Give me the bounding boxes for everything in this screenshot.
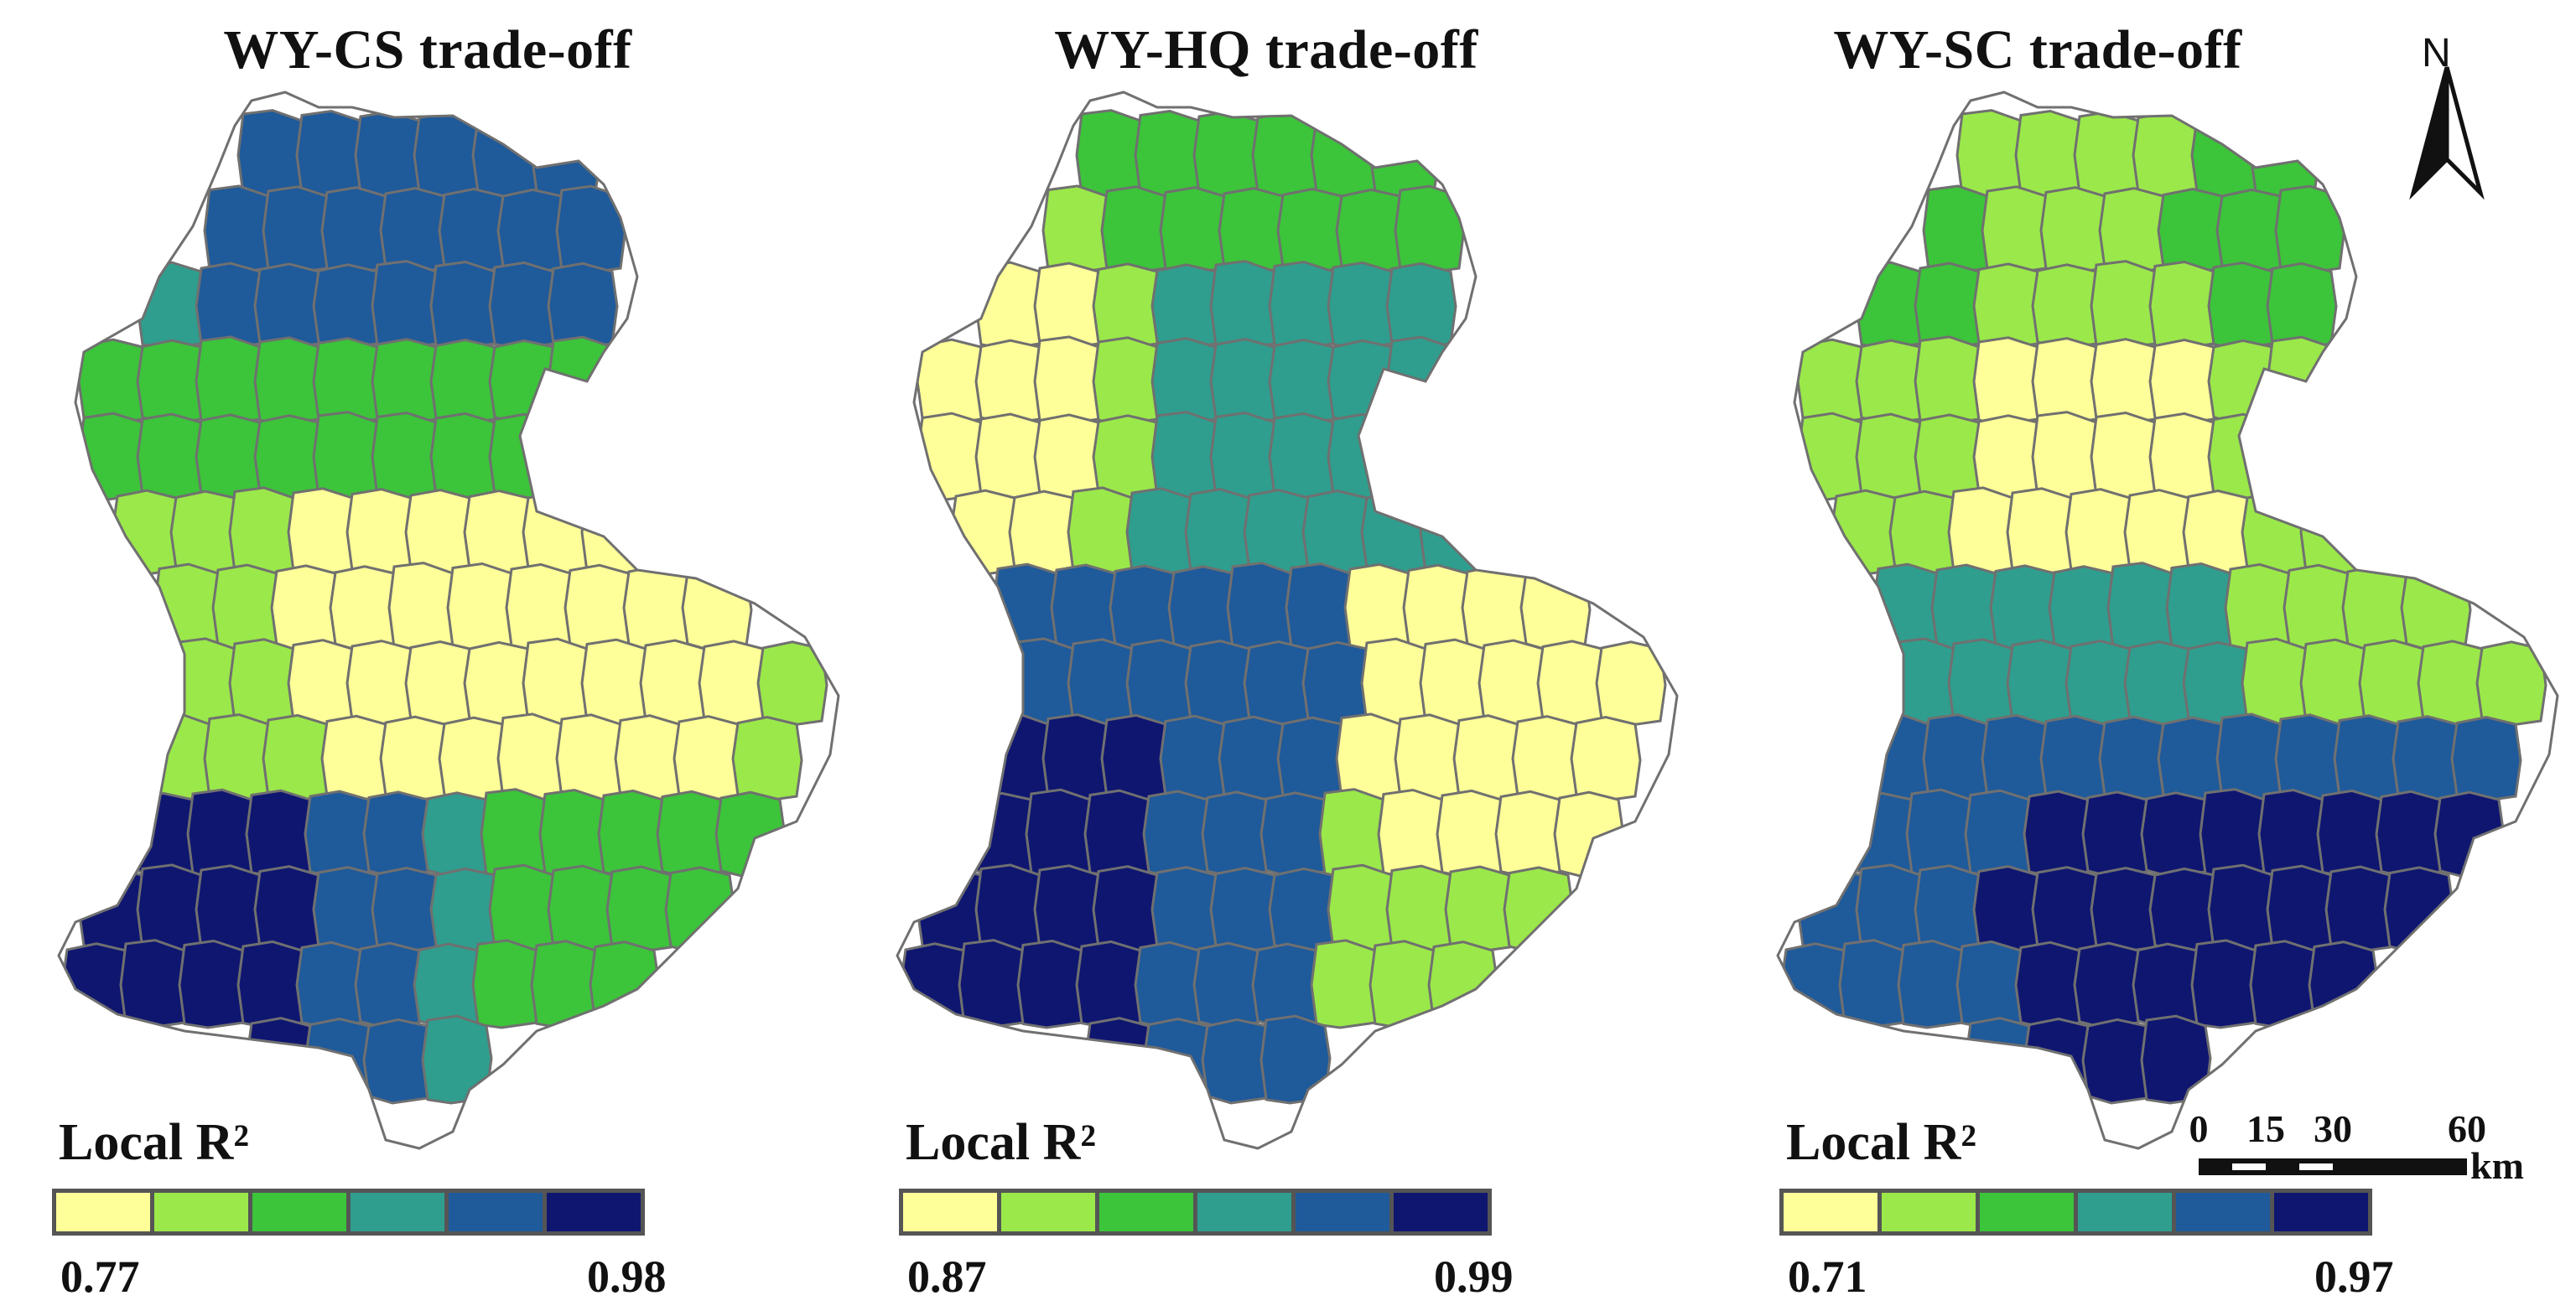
legend-color-bar	[1779, 1189, 2372, 1236]
sub-basin-class-6	[2383, 866, 2455, 954]
sub-basin-class-2	[2475, 640, 2547, 728]
legend-swatch-class-3	[252, 1193, 346, 1231]
sub-basin-class-2	[731, 715, 803, 803]
sub-basin-class-3	[714, 790, 787, 878]
legend-max-value: 0.98	[587, 1251, 667, 1302]
sub-basin-class-2	[756, 640, 828, 728]
legend-max-value: 0.97	[2314, 1251, 2394, 1302]
sub-basin-class-6	[2308, 940, 2380, 1029]
scale-tick-label: 15	[2246, 1107, 2285, 1150]
sub-basin-class-2	[2400, 565, 2472, 652]
sub-basin-class-1	[1553, 790, 1625, 878]
map-wy-hq	[896, 91, 1679, 1150]
map-wy-sc	[1776, 91, 2559, 1150]
sub-basin-class-6	[2433, 790, 2506, 878]
sub-basin-class-6	[2140, 1014, 2212, 1105]
legend-title: Local R²	[906, 1114, 1096, 1171]
legend-max-value: 0.99	[1434, 1251, 1514, 1302]
legend-swatch-class-4	[2078, 1193, 2172, 1231]
legend-swatch-class-1	[1784, 1193, 1877, 1231]
legend-swatch-class-6	[2274, 1193, 2368, 1231]
panel-title: WY-CS trade-off	[223, 19, 632, 80]
study-area-outline	[896, 91, 1679, 1150]
legend-swatch-class-3	[1980, 1193, 2074, 1231]
sub-basin-class-3	[589, 940, 661, 1029]
legend-color-bar	[52, 1189, 645, 1236]
sub-basin-class-1	[1519, 565, 1592, 652]
map-panel-wy-hq: WY-HQ trade-off Local R² 0.87 0.99	[839, 0, 1694, 1311]
study-area-outline	[57, 91, 840, 1150]
sub-basin-class-3	[664, 866, 736, 954]
legend-swatch-class-5	[449, 1193, 543, 1231]
legend-swatch-class-4	[1197, 1193, 1291, 1231]
sub-basin-class-2	[1503, 866, 1575, 954]
scale-tick-label: 30	[2314, 1107, 2352, 1150]
legend-swatch-class-2	[1882, 1193, 1976, 1231]
sub-basins	[1779, 109, 2547, 1105]
sub-basin-class-5	[1192, 941, 1265, 1029]
map-panel-wy-sc: WY-SC trade-off Local R² 0.71 0.97	[1719, 0, 2574, 1311]
sub-basin-class-2	[2207, 339, 2279, 426]
legend-swatch-class-2	[154, 1193, 248, 1231]
sub-basin-class-5	[362, 790, 434, 878]
sub-basin-class-3	[2274, 184, 2346, 275]
legend-min-value: 0.87	[907, 1251, 987, 1302]
legend-title: Local R²	[59, 1114, 249, 1171]
sub-basin-class-6	[2081, 790, 2153, 878]
sub-basin-class-6	[245, 1017, 317, 1105]
legend-color-bar	[899, 1189, 1492, 1236]
sub-basin-class-5	[1259, 1014, 1332, 1105]
legend-min-value: 0.71	[1788, 1251, 1867, 1302]
sub-basins	[60, 109, 828, 1105]
scale-unit: km	[2470, 1144, 2524, 1187]
sub-basin-class-1	[1570, 715, 1642, 803]
legend-swatch-class-1	[903, 1193, 997, 1231]
sub-basin-class-3	[2190, 111, 2262, 200]
legend-swatch-class-5	[1296, 1193, 1389, 1231]
legend-swatch-class-4	[351, 1193, 444, 1231]
scale-tick-label: 0	[2189, 1107, 2209, 1150]
map-wy-cs	[57, 91, 840, 1150]
sub-basin-class-5	[354, 941, 426, 1029]
map-panel-wy-cs: WY-CS trade-off Local R² 0.77 0.98	[0, 0, 855, 1311]
sub-basin-class-3	[1310, 111, 1382, 200]
sub-basin-class-1	[681, 565, 753, 652]
sub-basin-class-5	[471, 111, 543, 200]
legend-swatch-class-1	[56, 1193, 150, 1231]
north-arrow-icon	[2409, 66, 2485, 200]
study-area-outline	[1776, 91, 2559, 1150]
legend-swatch-class-2	[1001, 1193, 1095, 1231]
sub-basin-class-5	[2450, 715, 2522, 803]
scale-bar-graphic	[2199, 1158, 2467, 1175]
legend-swatch-class-3	[1099, 1193, 1193, 1231]
scale-tick-label: 60	[2448, 1107, 2486, 1150]
sub-basin-class-4	[1327, 339, 1399, 426]
sub-basin-class-5	[1964, 1017, 2036, 1105]
sub-basin-class-6	[2073, 941, 2145, 1029]
sub-basin-class-2	[1427, 940, 1499, 1029]
legend-swatch-class-6	[1394, 1193, 1488, 1231]
panel-title: WY-HQ trade-off	[1054, 19, 1478, 80]
legend-min-value: 0.77	[60, 1251, 140, 1302]
sub-basin-class-1	[1595, 640, 1667, 728]
sub-basin-class-4	[421, 1014, 493, 1105]
legend-swatch-class-6	[547, 1193, 641, 1231]
legend-title: Local R²	[1786, 1114, 1976, 1171]
sub-basin-class-6	[1083, 1017, 1156, 1105]
sub-basin-class-5	[555, 184, 627, 275]
sub-basin-class-3	[488, 339, 560, 426]
sub-basins	[899, 109, 1667, 1105]
legend-swatch-class-5	[2176, 1193, 2270, 1231]
panel-title: WY-SC trade-off	[1833, 19, 2242, 80]
sub-basin-class-5	[1201, 790, 1273, 878]
sub-basin-class-3	[1394, 184, 1466, 275]
scale-bar: 0 15 30 60 km	[2189, 1106, 2574, 1207]
